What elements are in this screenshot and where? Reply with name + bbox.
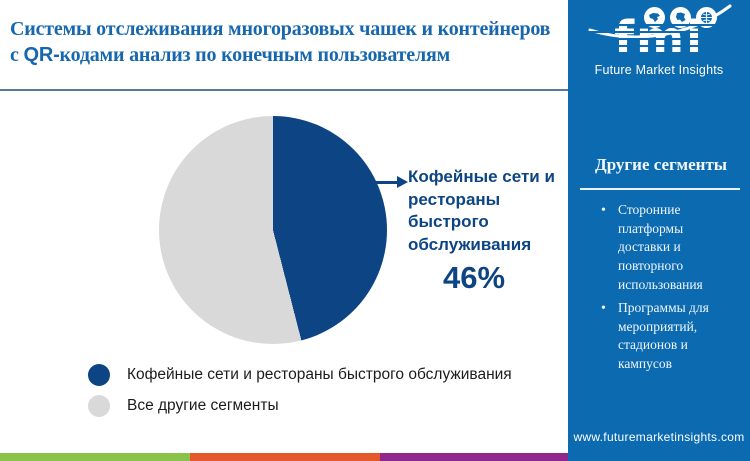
strip-purple	[380, 453, 568, 461]
legend-label: Кофейные сети и рестораны быстрого обслу…	[127, 366, 512, 383]
legend-label: Все другие сегменты	[127, 397, 279, 414]
callout-value: 46%	[443, 260, 506, 295]
sidebar-bullet-item: Сторонние платформы доставки и повторног…	[601, 201, 714, 294]
website-link[interactable]: www.futuremarketinsights.com	[573, 430, 745, 444]
title-qr: QR-	[23, 44, 60, 66]
title-line2-rest: кодами анализ по конечным пользователям	[59, 44, 451, 66]
legend-item-other-segments: Все другие сегменты	[88, 395, 512, 417]
pie-chart	[159, 116, 387, 344]
title-line2-prefix: с	[10, 44, 24, 66]
sidebar-bullet-list: Сторонние платформы доставки и повторног…	[568, 201, 728, 379]
bottom-color-strip	[0, 453, 568, 461]
sidebar-heading: Другие сегменты	[595, 155, 728, 174]
title-divider	[0, 89, 568, 91]
logo-wordmark: fmi	[568, 11, 750, 67]
legend-swatch-navy	[88, 364, 110, 386]
legend-swatch-gray	[88, 395, 110, 417]
sidebar-divider	[580, 188, 740, 190]
chart-legend: Кофейные сети и рестораны быстрого обслу…	[88, 364, 512, 426]
callout-arrow-line	[367, 181, 398, 184]
strip-green	[0, 453, 190, 461]
legend-item-coffee-chains: Кофейные сети и рестораны быстрого обслу…	[88, 364, 512, 386]
page-title: Системы отслеживания многоразовых чашек …	[10, 16, 566, 68]
callout-arrow-icon	[397, 176, 408, 188]
fmi-logo: fmi Future Market Insights	[568, 0, 750, 85]
main-panel: Системы отслеживания многоразовых чашек …	[0, 16, 568, 426]
sidebar: fmi Future Market Insights Другие сегмен…	[568, 0, 750, 461]
callout-label: Кофейные сети и рестораны быстрого обслу…	[408, 167, 555, 254]
title-line1: Системы отслеживания многоразовых чашек …	[10, 18, 551, 40]
sidebar-bullet-item: Программы для мероприятий, стадионов и к…	[601, 299, 714, 374]
logo-text: fmi	[614, 11, 704, 65]
strip-orange	[190, 453, 380, 461]
logo-subtitle: Future Market Insights	[594, 63, 724, 77]
